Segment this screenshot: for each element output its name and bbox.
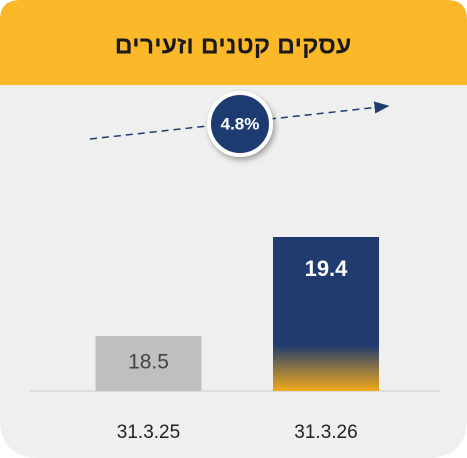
- x-tick-label: 31.3.26: [294, 422, 357, 443]
- annotation-badge: [207, 91, 273, 157]
- bar: [273, 237, 379, 391]
- value-label: 18.5: [128, 351, 169, 374]
- badge-circle: [207, 91, 273, 157]
- annotation: 4.8%: [221, 114, 260, 133]
- value-label: 19.4: [305, 256, 349, 281]
- x-tick-label: 31.3.25: [117, 422, 180, 443]
- bar: [95, 336, 202, 391]
- header: [0, 0, 467, 85]
- chart-title: עסקים קטנים וזעירים: [115, 32, 352, 60]
